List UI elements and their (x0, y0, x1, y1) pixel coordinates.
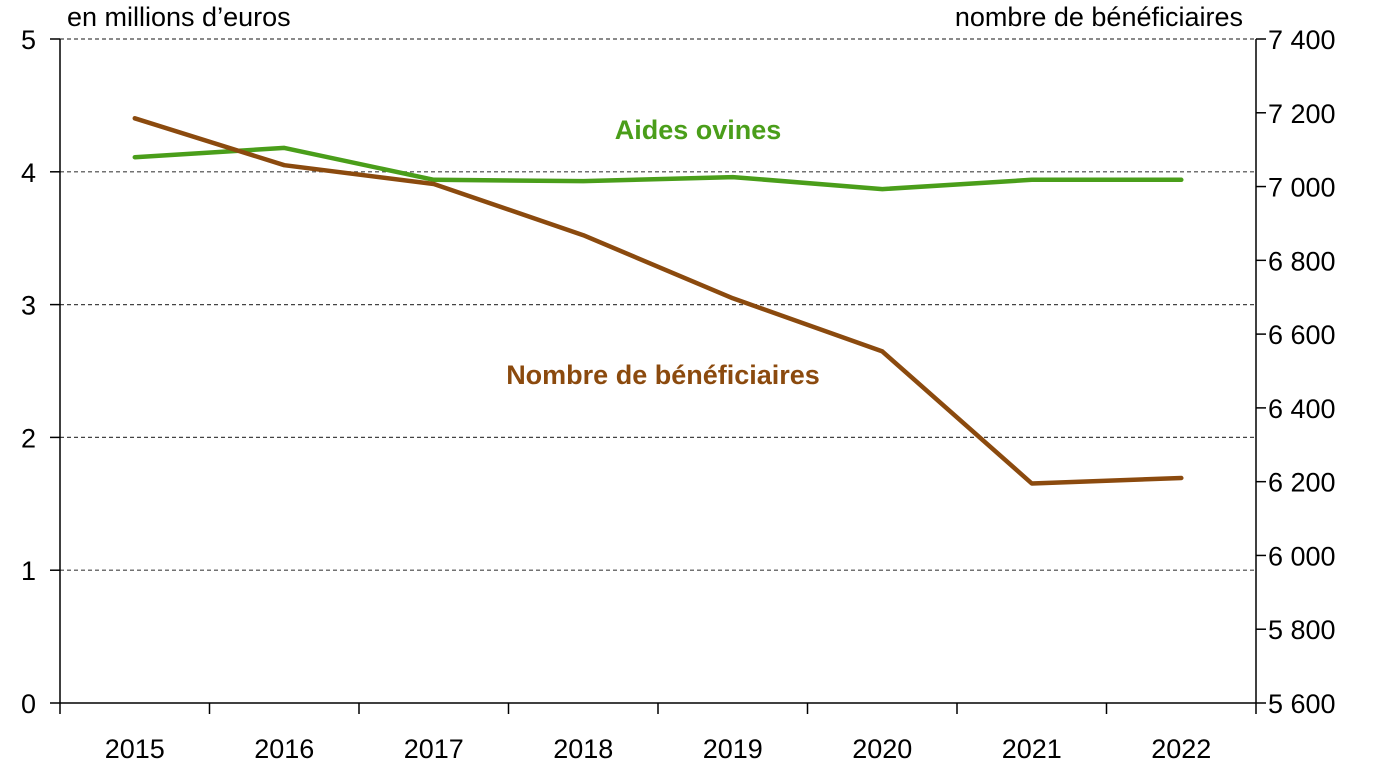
left-tick-label-5: 5 (21, 25, 36, 55)
right-tick-label-8: 7 200 (1268, 99, 1336, 129)
series-line-nombre-beneficiaires (132, 116, 1184, 486)
gridlines (60, 38, 1256, 571)
left-tick-label-0: 0 (21, 689, 36, 719)
right-tick-label-3: 6 200 (1268, 468, 1336, 498)
left-tick-label-3: 3 (21, 291, 36, 321)
right-tick-label-2: 6 000 (1268, 541, 1336, 571)
series-label-aides-ovines: Aides ovines (615, 115, 782, 145)
tick-labels: 0 1 2 3 4 5 5 600 5 800 6 000 6 200 6 400 6 600 6 80… (21, 25, 1336, 764)
left-tick-label-2: 2 (21, 423, 36, 453)
x-tick-label-2021: 2021 (1002, 734, 1062, 764)
right-tick-label-6: 6 800 (1268, 246, 1336, 276)
right-tick-label-9: 7 400 (1268, 25, 1336, 55)
x-tick-label-2022: 2022 (1151, 734, 1211, 764)
right-tick-label-1: 5 800 (1268, 615, 1336, 645)
left-axis-unit-label: en millions d’euros (67, 2, 291, 32)
x-tick-label-2020: 2020 (852, 734, 912, 764)
series-label-nombre-beneficiaires: Nombre de bénéficiaires (506, 360, 820, 390)
right-tick-label-5: 6 600 (1268, 320, 1336, 350)
x-tick-label-2016: 2016 (254, 734, 314, 764)
x-tick-label-2018: 2018 (553, 734, 613, 764)
x-tick-label-2015: 2015 (105, 734, 165, 764)
x-tick-label-2019: 2019 (703, 734, 763, 764)
axes (50, 38, 1266, 714)
right-tick-label-0: 5 600 (1268, 689, 1336, 719)
right-axis-unit-label: nombre de bénéficiaires (955, 2, 1243, 32)
x-tick-label-2017: 2017 (404, 734, 464, 764)
right-tick-label-7: 7 000 (1268, 173, 1336, 203)
left-tick-label-1: 1 (21, 556, 36, 586)
series-lines (132, 116, 1184, 486)
right-tick-label-4: 6 400 (1268, 394, 1336, 424)
series-line-aides-ovines (132, 145, 1184, 192)
left-tick-label-4: 4 (21, 158, 36, 188)
